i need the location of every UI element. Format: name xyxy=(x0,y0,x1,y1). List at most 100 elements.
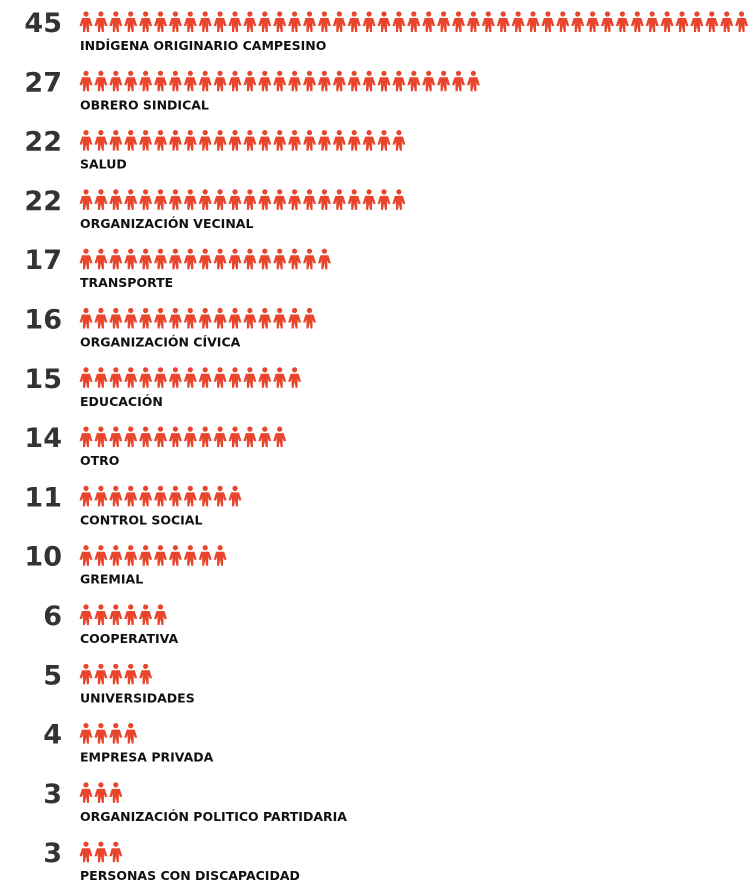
person-icon-head xyxy=(619,11,626,17)
person-icon-body xyxy=(466,77,480,92)
person-icon-head xyxy=(396,11,402,17)
person-icon-head xyxy=(98,70,104,76)
person-icon-body xyxy=(109,255,123,270)
person-icon-body xyxy=(139,314,153,329)
person-icon-body xyxy=(79,136,93,151)
person-icon-head xyxy=(98,189,104,195)
person-icon-head xyxy=(277,70,283,76)
person-icon-head xyxy=(441,11,447,17)
person-icon-body xyxy=(183,433,197,448)
person-icon-body xyxy=(213,492,227,507)
person-icon-head xyxy=(321,11,327,17)
person-icon-body xyxy=(541,18,555,32)
person-icon-head xyxy=(366,70,372,76)
person-icon-body xyxy=(168,433,182,448)
person-icon-head xyxy=(172,248,178,254)
person-icon-body xyxy=(168,492,182,507)
person-icon-head xyxy=(128,604,134,610)
person-icon-body xyxy=(124,611,138,625)
person-icon-head xyxy=(157,189,164,195)
person-icon-head xyxy=(98,248,104,254)
person-icon-head xyxy=(306,11,313,17)
person-icon-body xyxy=(109,314,123,329)
person-icon-body xyxy=(124,373,138,388)
value-label: 22 xyxy=(24,127,62,158)
person-icon-body xyxy=(347,18,361,32)
person-icon-body xyxy=(273,255,287,270)
person-icon-head xyxy=(157,307,164,314)
person-icon-body xyxy=(273,195,287,210)
person-icon-head xyxy=(187,367,193,373)
person-icon-head xyxy=(232,130,238,136)
person-icon-head xyxy=(336,11,342,17)
person-icon-head xyxy=(143,604,149,610)
person-icon-body xyxy=(243,195,257,210)
person-icon-body xyxy=(109,848,123,863)
person-icon-head xyxy=(98,11,104,17)
person-icon-head xyxy=(411,70,417,76)
person-icon-head xyxy=(172,189,178,195)
category-label: COOPERATIVA xyxy=(80,631,178,646)
person-icon-body xyxy=(362,136,376,151)
person-icon-head xyxy=(232,426,238,432)
person-icon-body xyxy=(213,551,227,566)
person-icon-body xyxy=(288,195,302,210)
person-icon-body xyxy=(347,195,361,210)
person-icon-head xyxy=(202,11,208,17)
person-icon-body xyxy=(168,373,182,388)
category-label: INDÍGENA ORIGINARIO CAMPESINO xyxy=(80,38,326,53)
person-icon-body xyxy=(437,18,451,32)
person-icon-body xyxy=(362,195,376,210)
person-icon-head xyxy=(157,70,164,76)
person-icon-body xyxy=(154,492,167,507)
person-icon-body xyxy=(228,373,242,388)
person-icon-body xyxy=(675,18,689,32)
person-icon-head xyxy=(232,11,238,17)
person-icon-head xyxy=(83,426,89,432)
person-icon-head xyxy=(262,426,268,432)
person-icon-body xyxy=(79,255,93,270)
person-icon-head xyxy=(98,367,104,373)
person-icon-body xyxy=(258,18,272,32)
person-icon-head xyxy=(187,130,193,136)
icon-row xyxy=(79,782,123,803)
person-icon-head xyxy=(128,485,134,491)
person-icon-head xyxy=(98,604,104,610)
person-icon-head xyxy=(232,367,238,373)
person-icon-head xyxy=(187,545,193,551)
person-icon-body xyxy=(124,670,138,685)
person-icon-head xyxy=(306,307,313,314)
person-icon-body xyxy=(94,433,108,448)
person-icon-body xyxy=(168,77,182,92)
person-icon-head xyxy=(262,70,268,76)
person-icon-head xyxy=(381,70,387,76)
person-icon-head xyxy=(515,11,521,17)
person-icon-body xyxy=(109,551,123,566)
person-icon-body xyxy=(124,551,138,566)
person-icon-body xyxy=(288,373,302,388)
person-icon-head xyxy=(217,485,223,491)
person-icon-body xyxy=(94,314,108,329)
person-icon-head xyxy=(98,841,104,847)
person-icon-body xyxy=(183,373,197,388)
person-icon-head xyxy=(306,130,313,136)
category-label: PERSONAS CON DISCAPACIDAD xyxy=(80,868,300,883)
person-icon-head xyxy=(217,367,223,373)
person-icon-head xyxy=(128,248,134,254)
person-icon-body xyxy=(139,433,153,448)
person-icon-body xyxy=(213,373,227,388)
person-icon-body xyxy=(571,18,585,32)
category-label: ORGANIZACIÓN CÍVICA xyxy=(80,335,241,350)
category-label: OTRO xyxy=(80,453,119,468)
person-icon-head xyxy=(157,367,164,373)
person-icon-head xyxy=(113,841,119,847)
person-icon-head xyxy=(232,248,238,254)
person-icon-body xyxy=(228,255,242,270)
person-icon-body xyxy=(94,77,108,92)
icon-row xyxy=(79,307,316,329)
person-icon-head xyxy=(292,130,298,136)
person-icon-body xyxy=(481,18,495,32)
person-icon-head xyxy=(83,307,89,314)
person-icon-body xyxy=(228,18,242,32)
person-icon-head xyxy=(262,189,268,195)
